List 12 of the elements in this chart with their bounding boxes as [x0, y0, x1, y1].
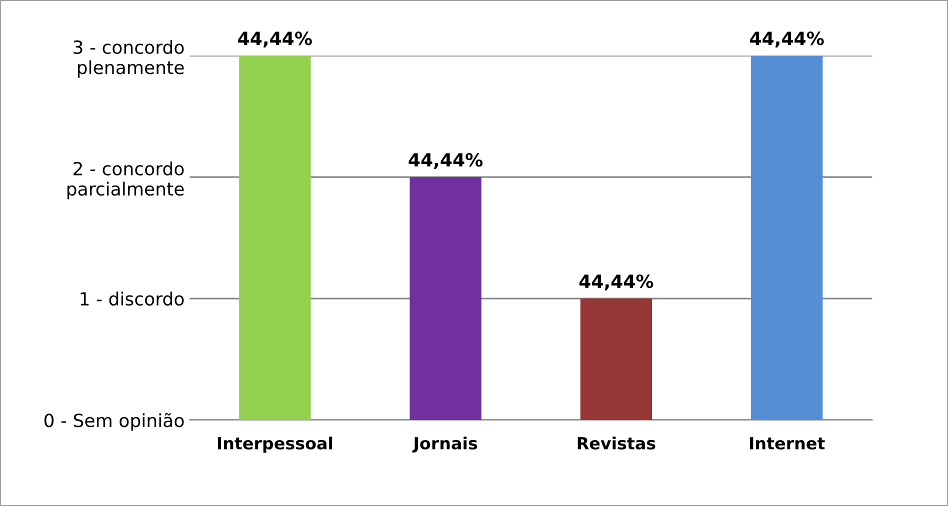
- y-tick-label: 2 - concordo parcialmente: [67, 162, 184, 200]
- annotation: 44,44%: [408, 153, 483, 169]
- y-tick-label: 3 - concordo plenamente: [74, 40, 184, 78]
- x-tick-label: Interpessoal: [218, 436, 332, 453]
- y-tick-label: 1 - discordo: [80, 292, 184, 306]
- annotation: 44,44%: [579, 274, 654, 290]
- x-tick-label: Internet: [750, 437, 825, 450]
- x-tick-label: Revistas: [578, 436, 656, 450]
- x-tick-label: Jornais: [412, 436, 478, 453]
- annotation: 44,44%: [750, 32, 824, 48]
- annotation: 44,44%: [238, 32, 312, 48]
- y-tick-label: 0 - Sem opinião: [44, 412, 184, 431]
